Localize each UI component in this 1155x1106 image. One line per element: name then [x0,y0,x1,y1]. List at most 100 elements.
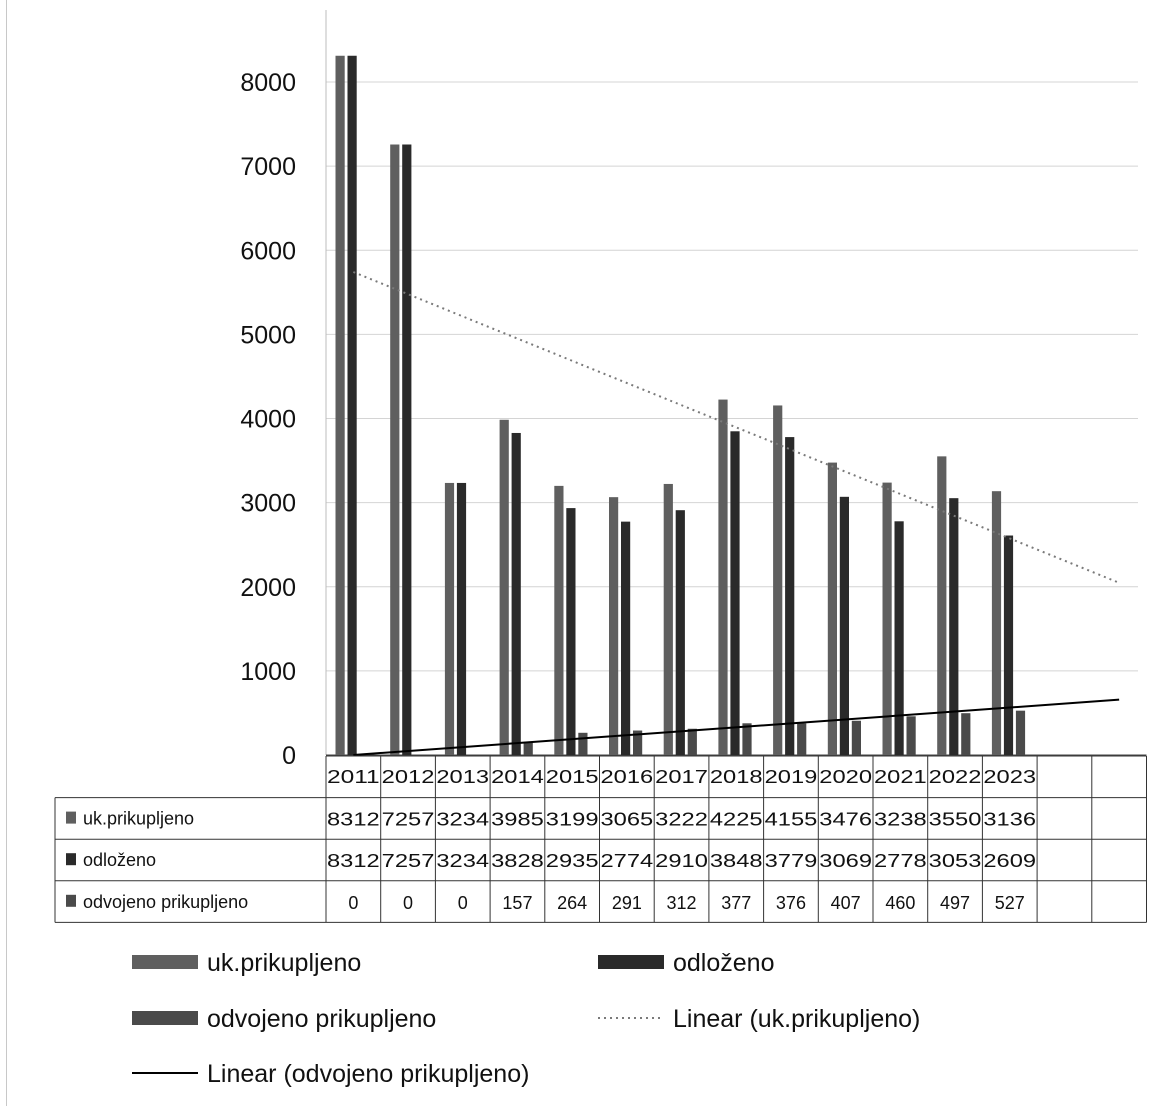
table-cell: 3053 [929,851,982,871]
bar-odlo-eno [566,508,576,755]
bar-odvojeno-prikupljeno [687,728,697,755]
bar-uk-prikupljeno [718,399,728,755]
category-label: 2011 [327,767,380,787]
table-cell: 312 [667,893,697,913]
bar-odlo-eno [894,521,904,755]
table-cell: 0 [348,893,358,913]
y-tick-label: 8000 [240,69,296,97]
table-cell: 497 [940,893,970,913]
table-cell: 3069 [819,851,872,871]
bar-odlo-eno [621,521,631,755]
legend-swatch [132,955,198,969]
bar-odlo-eno [347,55,357,756]
legend: uk.prikupljeno odloženo odvojeno prikuplje… [132,949,920,1088]
table-row-label: odloženo [83,850,156,870]
category-label: 2019 [765,767,818,787]
table-cell: 3199 [546,810,599,830]
bar-odlo-eno [949,498,959,755]
legend-swatch [132,1011,198,1025]
bar-uk-prikupljeno [882,482,892,755]
table-row-label: odvojeno prikupljeno [83,892,248,912]
category-label: 2023 [983,767,1036,787]
bar-uk-prikupljeno [773,405,783,755]
legend-swatch [598,955,664,969]
table-cell: 7257 [382,810,435,830]
table-legend-key [66,811,76,824]
table-legend-key [66,853,76,866]
table-cell: 3985 [491,810,544,830]
table-cell: 4225 [710,810,763,830]
bar-odvojeno-prikupljeno [633,730,643,755]
table-cell: 2778 [874,851,927,871]
bar-odvojeno-prikupljeno [523,741,533,755]
table-cell: 3828 [491,851,544,871]
table-cell: 3136 [983,810,1036,830]
y-axis: 0 1000 2000 3000 4000 5000 6000 7000 8000 [240,10,1147,770]
bar-odlo-eno [839,496,849,755]
table-cell: 407 [831,893,861,913]
table-cell: 376 [776,893,806,913]
y-tick-label: 0 [282,742,296,770]
table-cell: 2910 [655,851,708,871]
table-cell: 460 [885,893,915,913]
table-cell: 3848 [710,851,763,871]
category-label: 2022 [929,767,982,787]
bar-odvojeno-prikupljeno [578,732,588,755]
trendlines [352,271,1120,756]
table-cell: 3779 [765,851,818,871]
table-row-label: uk.prikupljeno [83,809,194,829]
table-cell: 7257 [382,851,435,871]
bar-odlo-eno [511,432,521,755]
bar-uk-prikupljeno [663,483,673,755]
category-label: 2014 [491,767,544,787]
bar-uk-prikupljeno [390,144,400,755]
y-tick-label: 7000 [240,153,296,181]
table-cell: 264 [557,893,587,913]
table-cell: 0 [403,893,413,913]
bar-odlo-eno [730,431,740,755]
bar-odlo-eno [1003,535,1014,755]
y-tick-label: 5000 [240,321,296,349]
category-label: 2017 [655,767,708,787]
category-label: 2016 [601,767,654,787]
table-cell: 3476 [819,810,872,830]
bar-uk-prikupljeno [827,462,837,755]
table-cell: 2609 [983,851,1036,871]
table-cell: 8312 [327,810,380,830]
table-cell: 3234 [436,810,489,830]
y-tick-label: 1000 [240,658,296,686]
bar-odlo-eno [402,144,412,755]
legend-label: Linear (odvojeno prikupljeno) [207,1060,529,1088]
bar-uk-prikupljeno [499,419,509,755]
y-tick-label: 6000 [240,237,296,265]
bar-odvojeno-prikupljeno [797,723,807,755]
table-legend-key [66,894,76,907]
table-cell: 8312 [327,851,380,871]
bar-uk-prikupljeno [609,497,619,755]
table-cell: 3065 [601,810,654,830]
bar-odlo-eno [675,510,685,755]
table-cell: 0 [458,893,468,913]
table-cell: 4155 [765,810,818,830]
table-cell: 527 [995,893,1025,913]
bar-odvojeno-prikupljeno [961,713,971,755]
table-cell: 2935 [546,851,599,871]
table-cell: 3238 [874,810,927,830]
bar-odvojeno-prikupljeno [851,720,861,755]
bar-uk-prikupljeno [991,491,1002,755]
category-label: 2020 [819,767,872,787]
category-label: 2013 [436,767,489,787]
bar-uk-prikupljeno [444,482,455,755]
bar-uk-prikupljeno [554,485,564,755]
bar-odvojeno-prikupljeno [906,716,916,755]
bar-odvojeno-prikupljeno [1015,710,1026,755]
bar-odlo-eno [785,437,795,755]
category-label: 2012 [382,767,435,787]
category-label: 2021 [874,767,927,787]
table-cell: 3234 [436,851,489,871]
y-tick-label: 2000 [240,574,296,602]
category-label: 2015 [546,767,599,787]
category-label: 2018 [710,767,763,787]
table-cell: 377 [721,893,751,913]
